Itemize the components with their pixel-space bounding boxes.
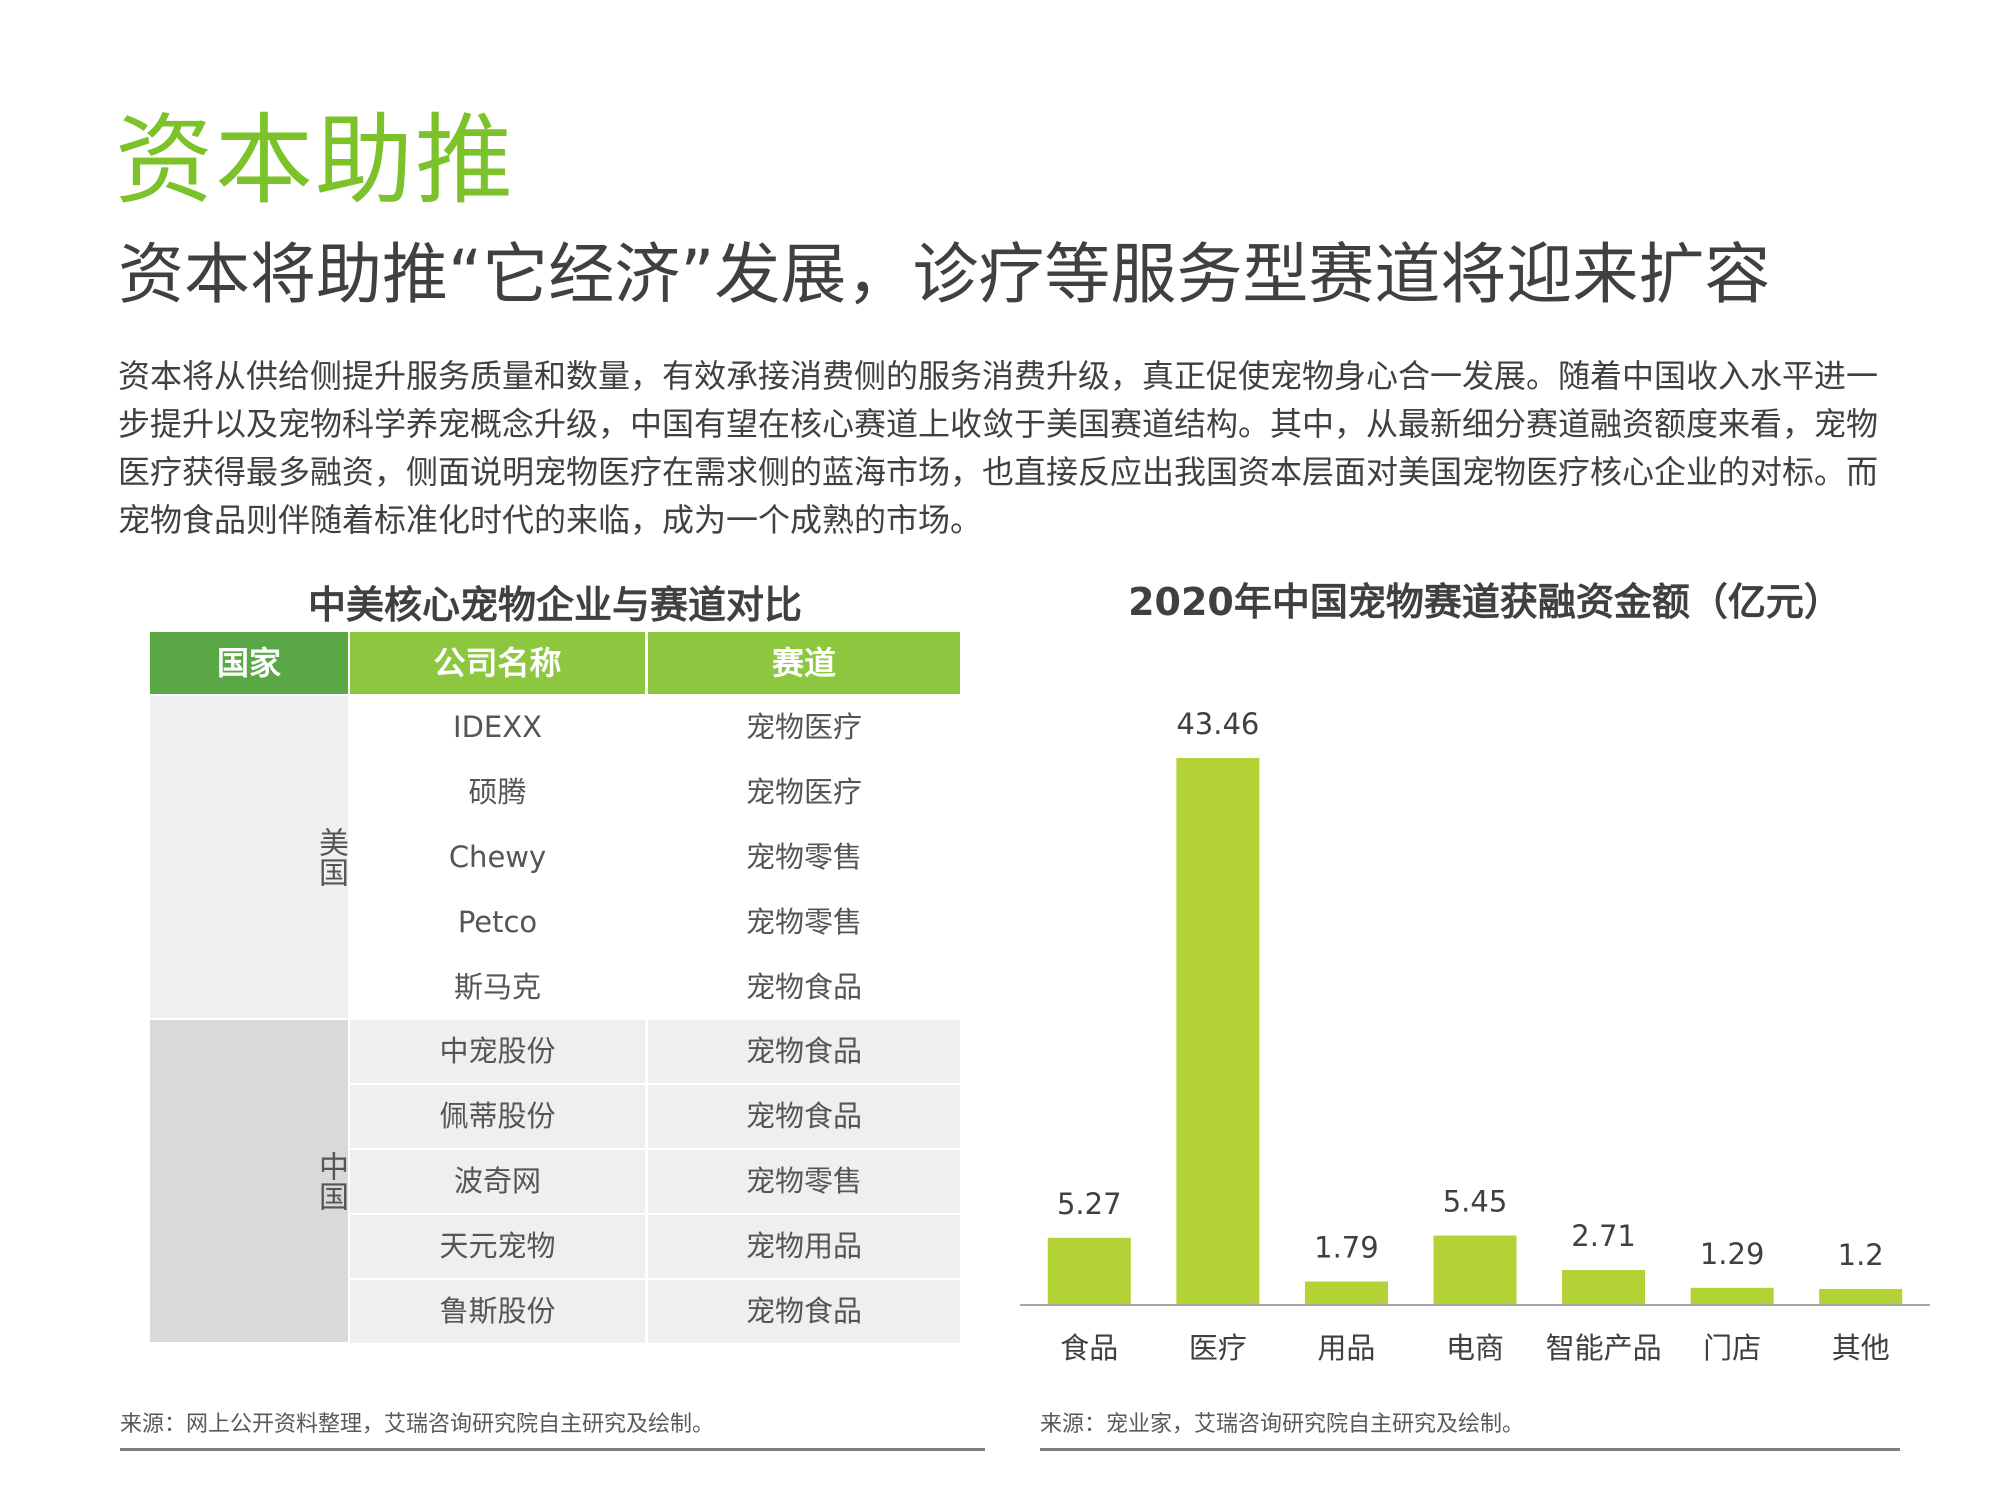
- chart-divider: [1040, 1448, 1900, 1451]
- bar-4: [1562, 1269, 1646, 1304]
- track-cell: 宠物零售: [745, 840, 862, 874]
- company-cell: IDEXX: [453, 710, 542, 744]
- track-cell: 宠物食品: [648, 1020, 960, 1083]
- category-label-5: 门店: [1703, 1331, 1761, 1365]
- chart-title: 2020年中国宠物赛道获融资金额（亿元）: [1128, 580, 1842, 624]
- company-cell: Chewy: [448, 840, 547, 874]
- track-cell: 宠物食品: [648, 1085, 960, 1148]
- company-cell: 硕腾: [468, 775, 527, 809]
- category-label-4: 智能产品: [1546, 1331, 1662, 1365]
- category-label-2: 用品: [1317, 1331, 1375, 1365]
- category-label-1: 医疗: [1189, 1331, 1247, 1365]
- table-row: 斯马克 宠物食品: [350, 956, 960, 1019]
- bar-6: [1819, 1288, 1903, 1304]
- body-paragraph: 资本将从供给侧提升服务质量和数量，有效承接消费侧的服务消费升级，真正促使宠物身心…: [118, 357, 1879, 539]
- value-label-1: 43.46: [1176, 707, 1259, 741]
- value-label-2: 1.79: [1314, 1231, 1379, 1265]
- track-cell: 宠物医疗: [745, 775, 862, 809]
- table-source-note: 来源：网上公开资料整理，艾瑞咨询研究院自主研究及绘制。: [120, 1412, 715, 1437]
- value-label-0: 5.27: [1057, 1187, 1122, 1221]
- track-cell: 宠物零售: [745, 905, 862, 939]
- table-row: IDEXX 宠物医疗: [350, 696, 960, 759]
- value-label-4: 2.71: [1571, 1219, 1636, 1253]
- country-cell-cn: 中国: [150, 1020, 348, 1342]
- table-row: 中宠股份 宠物食品: [350, 1020, 960, 1083]
- bar-0: [1047, 1237, 1131, 1304]
- page-headline: 资本将助推“它经济”发展，诊疗等服务型赛道将迎来扩容: [118, 236, 1771, 313]
- table-row: 硕腾 宠物医疗: [350, 761, 960, 824]
- track-cell: 宠物食品: [648, 1280, 960, 1343]
- country-label-us: 美国: [313, 827, 348, 887]
- bar-1: [1176, 758, 1260, 1304]
- bar-5: [1690, 1287, 1774, 1304]
- company-cell: 斯马克: [453, 970, 541, 1004]
- value-label-5: 1.29: [1700, 1237, 1765, 1271]
- table-row: 天元宠物 宠物用品: [350, 1215, 960, 1278]
- section-title: 资本助推: [115, 104, 516, 218]
- table-divider: [120, 1448, 985, 1451]
- country-label-cn: 中国: [313, 1151, 348, 1211]
- category-label-3: 电商: [1446, 1331, 1504, 1365]
- value-label-3: 5.45: [1443, 1185, 1508, 1219]
- chart-source-note: 来源：宠业家，艾瑞咨询研究院自主研究及绘制。: [1040, 1412, 1525, 1437]
- track-cell: 宠物医疗: [745, 710, 862, 744]
- value-label-6: 1.2: [1838, 1238, 1884, 1272]
- table-row: Petco 宠物零售: [350, 891, 960, 954]
- country-cell-us: 美国: [150, 696, 348, 1018]
- company-cell: 鲁斯股份: [350, 1280, 645, 1343]
- header-company: 公司名称: [350, 632, 645, 694]
- funding-bar-chart: 5.27 食品 43.46 医疗 1.79 用品 5.45 电商 2.71 智能产品 1.29 门店 1…: [1020, 707, 1930, 1365]
- table-row: 波奇网 宠物零售: [350, 1150, 960, 1213]
- category-label-0: 食品: [1060, 1331, 1118, 1365]
- track-cell: 宠物食品: [745, 970, 862, 1004]
- category-label-6: 其他: [1832, 1331, 1890, 1365]
- table-title: 中美核心宠物企业与赛道对比: [307, 583, 802, 627]
- company-cell: 波奇网: [350, 1150, 645, 1213]
- company-cell: 中宠股份: [350, 1020, 645, 1083]
- bar-2: [1304, 1281, 1388, 1304]
- table-row: Chewy 宠物零售: [350, 826, 960, 889]
- company-cell: Petco: [457, 905, 538, 939]
- header-track: 赛道: [648, 632, 960, 694]
- company-cell: 天元宠物: [350, 1215, 645, 1278]
- table-row: 鲁斯股份 宠物食品: [350, 1280, 960, 1343]
- company-cell: 佩蒂股份: [350, 1085, 645, 1148]
- header-country: 国家: [150, 632, 348, 694]
- track-cell: 宠物用品: [648, 1215, 960, 1278]
- bar-3: [1433, 1235, 1517, 1304]
- track-cell: 宠物零售: [648, 1150, 960, 1213]
- table-row: 佩蒂股份 宠物食品: [350, 1085, 960, 1148]
